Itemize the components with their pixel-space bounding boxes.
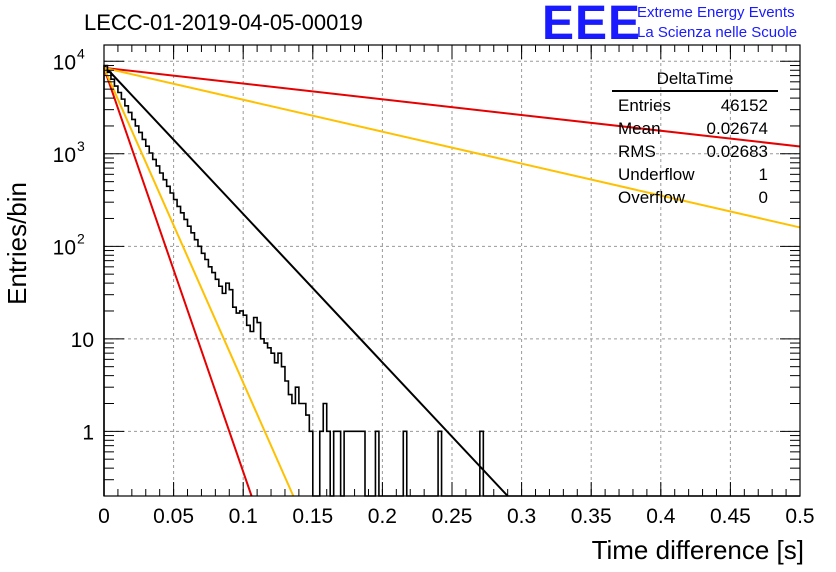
- eee-logo: EEE: [542, 0, 642, 50]
- fit-line: [103, 67, 295, 497]
- y-tick-exponent: 2: [77, 230, 85, 246]
- logo-text-line1: Extreme Energy Events: [637, 4, 795, 21]
- x-axis-label: Time difference [s]: [591, 535, 804, 565]
- stats-box: DeltaTime Entries 46152 Mean 0.02674 RMS…: [612, 69, 778, 209]
- y-tick-label: 10: [53, 236, 76, 259]
- y-tick-label: 10: [53, 144, 76, 167]
- plot-frame: [103, 44, 801, 497]
- stats-title: DeltaTime: [612, 69, 778, 92]
- x-tick-label: 0.05: [153, 505, 194, 528]
- x-tick-label: 0.5: [785, 505, 814, 528]
- stats-label: Mean: [618, 119, 661, 138]
- y-tick-exponent: 4: [77, 45, 85, 61]
- x-tick-label: 0: [98, 505, 110, 528]
- stats-value: 0.02683: [706, 142, 768, 161]
- fit-line: [103, 67, 253, 497]
- stats-row-entries: Entries 46152: [612, 94, 778, 117]
- stats-label: RMS: [618, 142, 656, 161]
- x-tick-label: 0.3: [507, 505, 536, 528]
- x-tick-label: 0.15: [292, 505, 333, 528]
- stats-row-mean: Mean 0.02674: [612, 117, 778, 140]
- y-tick-label: 10: [71, 329, 94, 352]
- stats-row-overflow: Overflow 0: [612, 186, 778, 209]
- stats-value: 1: [758, 165, 768, 184]
- grid: [104, 45, 800, 496]
- chart-title: LECC-01-2019-04-05-00019: [84, 10, 363, 35]
- stats-value: 0: [758, 188, 768, 207]
- stats-label: Entries: [618, 96, 671, 115]
- x-tick-label: 0.4: [646, 505, 676, 528]
- fit-line: [103, 64, 509, 497]
- stats-value: 0.02674: [706, 119, 768, 138]
- stats-label: Overflow: [618, 188, 686, 207]
- fit-line: [103, 66, 801, 148]
- logo-text-line2: La Scienza nelle Scuole: [637, 24, 798, 41]
- y-tick-exponent: 3: [77, 138, 85, 154]
- axes: 0 0.05 0.1 0.15 0.2 0.25 0.3 0.35 0.4 0.45 0.51101…: [53, 44, 815, 528]
- x-tick-label: 0.45: [710, 505, 751, 528]
- stats-row-rms: RMS 0.02683: [612, 140, 778, 163]
- y-axis-label: Entries/bin: [2, 182, 32, 305]
- stats-row-underflow: Underflow 1: [612, 163, 778, 186]
- y-tick-label: 10: [53, 51, 76, 74]
- x-tick-label: 0.25: [432, 505, 473, 528]
- stats-label: Underflow: [618, 165, 695, 184]
- x-tick-label: 0.35: [571, 505, 612, 528]
- fit-lines: [103, 64, 801, 497]
- x-tick-label: 0.2: [368, 505, 397, 528]
- stats-value: 46152: [720, 96, 768, 115]
- y-tick-label: 1: [82, 421, 94, 444]
- fit-line: [103, 66, 801, 229]
- x-tick-label: 0.1: [229, 505, 258, 528]
